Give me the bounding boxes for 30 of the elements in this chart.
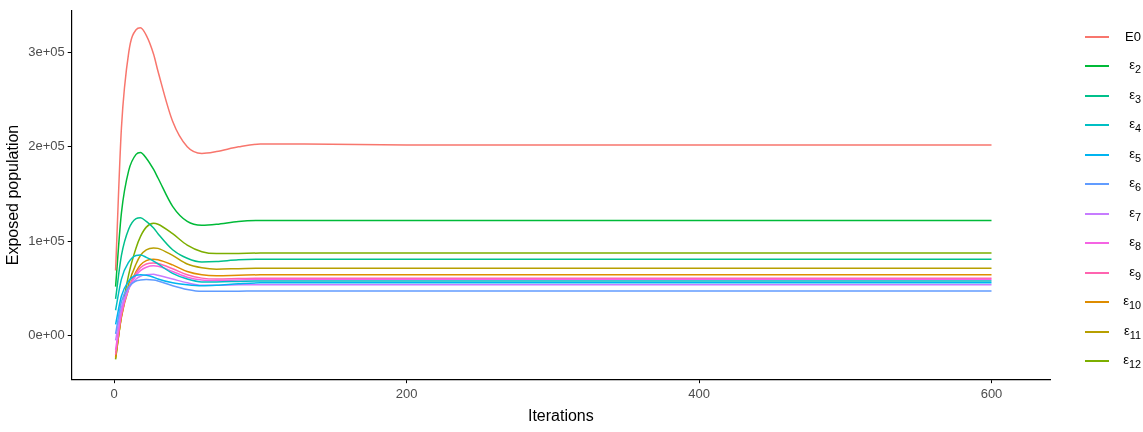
line-series [114,151,993,288]
legend-label: ε$_{12}$ [1122,352,1141,371]
legend-label: ε$_{10}$ [1122,293,1141,312]
line-series [114,254,993,311]
x-tick-label: 600 [980,385,1003,401]
x-tick-label: 200 [395,385,418,401]
x-tick-label: 0 [110,385,118,401]
x-axis-title: Iterations [527,406,594,424]
legend-label: ε$_{11}$ [1122,322,1141,341]
legend-label: ε$_{4}$ [1128,116,1141,135]
y-tick-label: 0e+00 [28,327,65,343]
legend-label: ε$_{6}$ [1128,175,1141,194]
y-axis-title: Exposed population [4,124,22,266]
line-series [114,278,993,335]
line-series [114,27,993,272]
line-series [114,274,993,326]
legend-label: ε$_{3}$ [1128,86,1141,105]
legend-label: ε$_{2}$ [1128,57,1141,76]
legend-label: ε$_{7}$ [1128,204,1141,223]
legend-label: ε$_{5}$ [1128,145,1141,164]
line-series [114,222,993,361]
y-tick-label: 1e+05 [28,232,65,248]
x-tick-label: 400 [688,385,710,401]
line-series [114,216,993,300]
legend-label: ε$_{8}$ [1128,234,1141,253]
legend-label: E0 [1124,29,1141,45]
legend-label: ε$_{9}$ [1128,263,1141,282]
y-tick-label: 2e+05 [28,138,65,154]
line-series [114,273,993,342]
y-tick-label: 3e+05 [28,43,65,59]
